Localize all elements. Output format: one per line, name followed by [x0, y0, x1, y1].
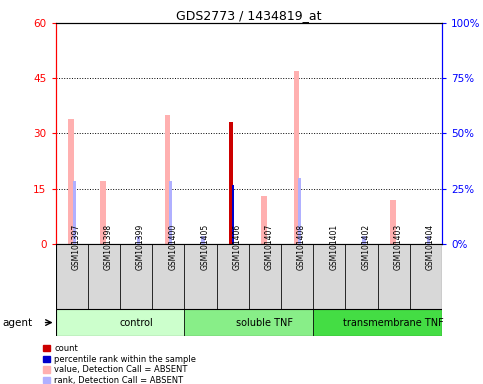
Legend: count, percentile rank within the sample, value, Detection Call = ABSENT, rank, : count, percentile rank within the sample…	[43, 344, 197, 384]
Bar	[72, 181, 76, 244]
Text: GSM101408: GSM101408	[297, 224, 306, 270]
FancyBboxPatch shape	[281, 244, 313, 309]
Text: GSM101397: GSM101397	[71, 224, 81, 270]
Text: GSM101407: GSM101407	[265, 224, 274, 270]
Text: GSM101399: GSM101399	[136, 224, 145, 270]
Bar	[137, 237, 140, 244]
Bar	[390, 200, 396, 244]
Bar	[232, 185, 234, 244]
Text: GSM101401: GSM101401	[329, 224, 338, 270]
Text: GSM101404: GSM101404	[426, 224, 435, 270]
Bar	[362, 237, 366, 244]
Text: soluble TNF: soluble TNF	[236, 318, 293, 328]
Title: GDS2773 / 1434819_at: GDS2773 / 1434819_at	[176, 9, 322, 22]
Text: GSM101403: GSM101403	[394, 224, 403, 270]
FancyBboxPatch shape	[313, 244, 345, 309]
Text: GSM101402: GSM101402	[361, 224, 370, 270]
Text: GSM101398: GSM101398	[104, 224, 113, 270]
FancyBboxPatch shape	[410, 244, 442, 309]
FancyBboxPatch shape	[185, 244, 216, 309]
Bar	[427, 237, 430, 244]
Text: GSM101405: GSM101405	[200, 224, 210, 270]
Bar	[229, 122, 233, 244]
FancyBboxPatch shape	[313, 309, 442, 336]
Bar	[298, 178, 301, 244]
Text: GSM101400: GSM101400	[168, 224, 177, 270]
Text: GSM101406: GSM101406	[233, 224, 242, 270]
FancyBboxPatch shape	[120, 244, 152, 309]
Bar	[294, 71, 299, 244]
Text: agent: agent	[2, 318, 32, 328]
FancyBboxPatch shape	[216, 244, 249, 309]
Text: control: control	[119, 318, 153, 328]
Bar	[169, 181, 172, 244]
Bar	[100, 181, 106, 244]
FancyBboxPatch shape	[152, 244, 185, 309]
FancyBboxPatch shape	[56, 244, 88, 309]
Bar	[68, 119, 74, 244]
FancyBboxPatch shape	[185, 309, 313, 336]
FancyBboxPatch shape	[56, 309, 185, 336]
Bar	[201, 237, 205, 244]
Bar	[165, 115, 170, 244]
FancyBboxPatch shape	[378, 244, 410, 309]
Text: transmembrane TNF: transmembrane TNF	[343, 318, 444, 328]
Bar	[261, 196, 267, 244]
FancyBboxPatch shape	[88, 244, 120, 309]
FancyBboxPatch shape	[345, 244, 378, 309]
FancyBboxPatch shape	[249, 244, 281, 309]
